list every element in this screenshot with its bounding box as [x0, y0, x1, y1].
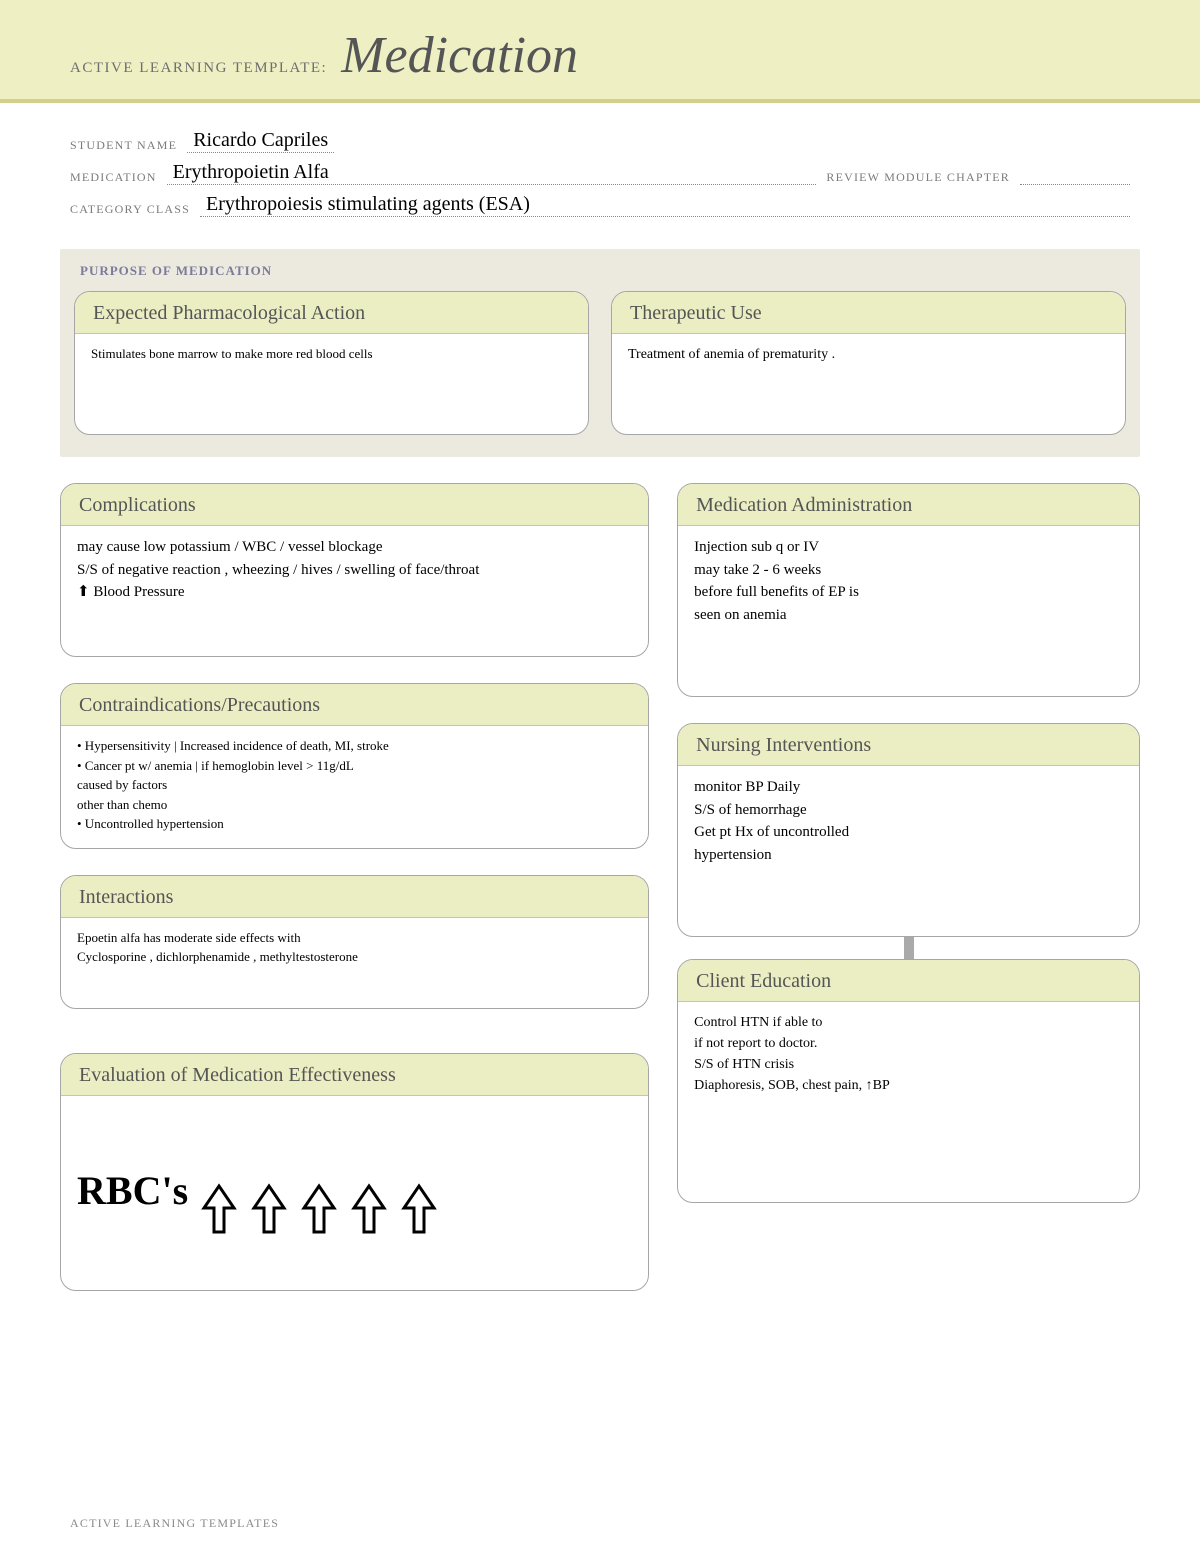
review-module-value — [1020, 183, 1130, 185]
complications-title: Complications — [61, 484, 648, 526]
category-class-label: CATEGORY CLASS — [70, 202, 190, 217]
evaluation-content: RBC's — [61, 1096, 648, 1290]
medication-admin-content: Injection sub q or IV may take 2 - 6 wee… — [678, 526, 1139, 696]
nursing-interventions-title: Nursing Interventions — [678, 724, 1139, 766]
medication-label: MEDICATION — [70, 170, 157, 185]
category-class-value: Erythropoiesis stimulating agents (ESA) — [200, 193, 1130, 217]
purpose-section-title: PURPOSE OF MEDICATION — [80, 263, 1126, 279]
complications-box: Complications may cause low potassium / … — [60, 483, 649, 657]
purpose-section: PURPOSE OF MEDICATION Expected Pharmacol… — [60, 249, 1140, 457]
interactions-content: Epoetin alfa has moderate side effects w… — [61, 918, 648, 1008]
interactions-box: Interactions Epoetin alfa has moderate s… — [60, 875, 649, 1009]
up-arrow-icon — [350, 1128, 388, 1253]
client-education-content: Control HTN if able to if not report to … — [678, 1002, 1139, 1202]
therapeutic-use-box: Therapeutic Use Treatment of anemia of p… — [611, 291, 1126, 435]
pharm-action-box: Expected Pharmacological Action Stimulat… — [74, 291, 589, 435]
template-title: Medication — [341, 26, 578, 85]
box-connector — [904, 937, 914, 959]
nursing-interventions-box: Nursing Interventions monitor BP Daily S… — [677, 723, 1140, 937]
evaluation-title: Evaluation of Medication Effectiveness — [61, 1054, 648, 1096]
contraindications-title: Contraindications/Precautions — [61, 684, 648, 726]
content-columns: Complications may cause low potassium / … — [60, 483, 1140, 1317]
therapeutic-use-content: Treatment of anemia of prematurity . — [612, 334, 1125, 434]
interactions-title: Interactions — [61, 876, 648, 918]
template-label: ACTIVE LEARNING TEMPLATE: — [70, 60, 327, 77]
medication-value: Erythropoietin Alfa — [167, 161, 817, 185]
medication-admin-title: Medication Administration — [678, 484, 1139, 526]
nursing-interventions-content: monitor BP Daily S/S of hemorrhage Get p… — [678, 766, 1139, 936]
student-name-label: STUDENT NAME — [70, 138, 177, 153]
header-band: ACTIVE LEARNING TEMPLATE: Medication — [0, 0, 1200, 103]
medication-template-page: ACTIVE LEARNING TEMPLATE: Medication STU… — [0, 0, 1200, 1553]
up-arrow-icon — [300, 1128, 338, 1253]
contraindications-box: Contraindications/Precautions • Hypersen… — [60, 683, 649, 849]
left-column: Complications may cause low potassium / … — [60, 483, 649, 1317]
complications-content: may cause low potassium / WBC / vessel b… — [61, 526, 648, 656]
therapeutic-use-title: Therapeutic Use — [612, 292, 1125, 334]
medication-admin-box: Medication Administration Injection sub … — [677, 483, 1140, 697]
student-name-value: Ricardo Capriles — [187, 129, 334, 153]
evaluation-rbc-label: RBC's — [77, 1161, 188, 1221]
client-education-box: Client Education Control HTN if able to … — [677, 959, 1140, 1203]
meta-section: STUDENT NAME Ricardo Capriles MEDICATION… — [0, 103, 1200, 241]
right-column: Medication Administration Injection sub … — [677, 483, 1140, 1317]
contraindications-content: • Hypersensitivity | Increased incidence… — [61, 726, 648, 848]
pharm-action-content: Stimulates bone marrow to make more red … — [75, 334, 588, 434]
pharm-action-title: Expected Pharmacological Action — [75, 292, 588, 334]
evaluation-box: Evaluation of Medication Effectiveness R… — [60, 1053, 649, 1291]
up-arrow-icon — [400, 1128, 438, 1253]
footer-label: ACTIVE LEARNING TEMPLATES — [70, 1516, 279, 1531]
client-education-title: Client Education — [678, 960, 1139, 1002]
up-arrow-icon — [200, 1128, 238, 1253]
up-arrow-icon — [250, 1128, 288, 1253]
review-module-label: REVIEW MODULE CHAPTER — [826, 170, 1010, 185]
